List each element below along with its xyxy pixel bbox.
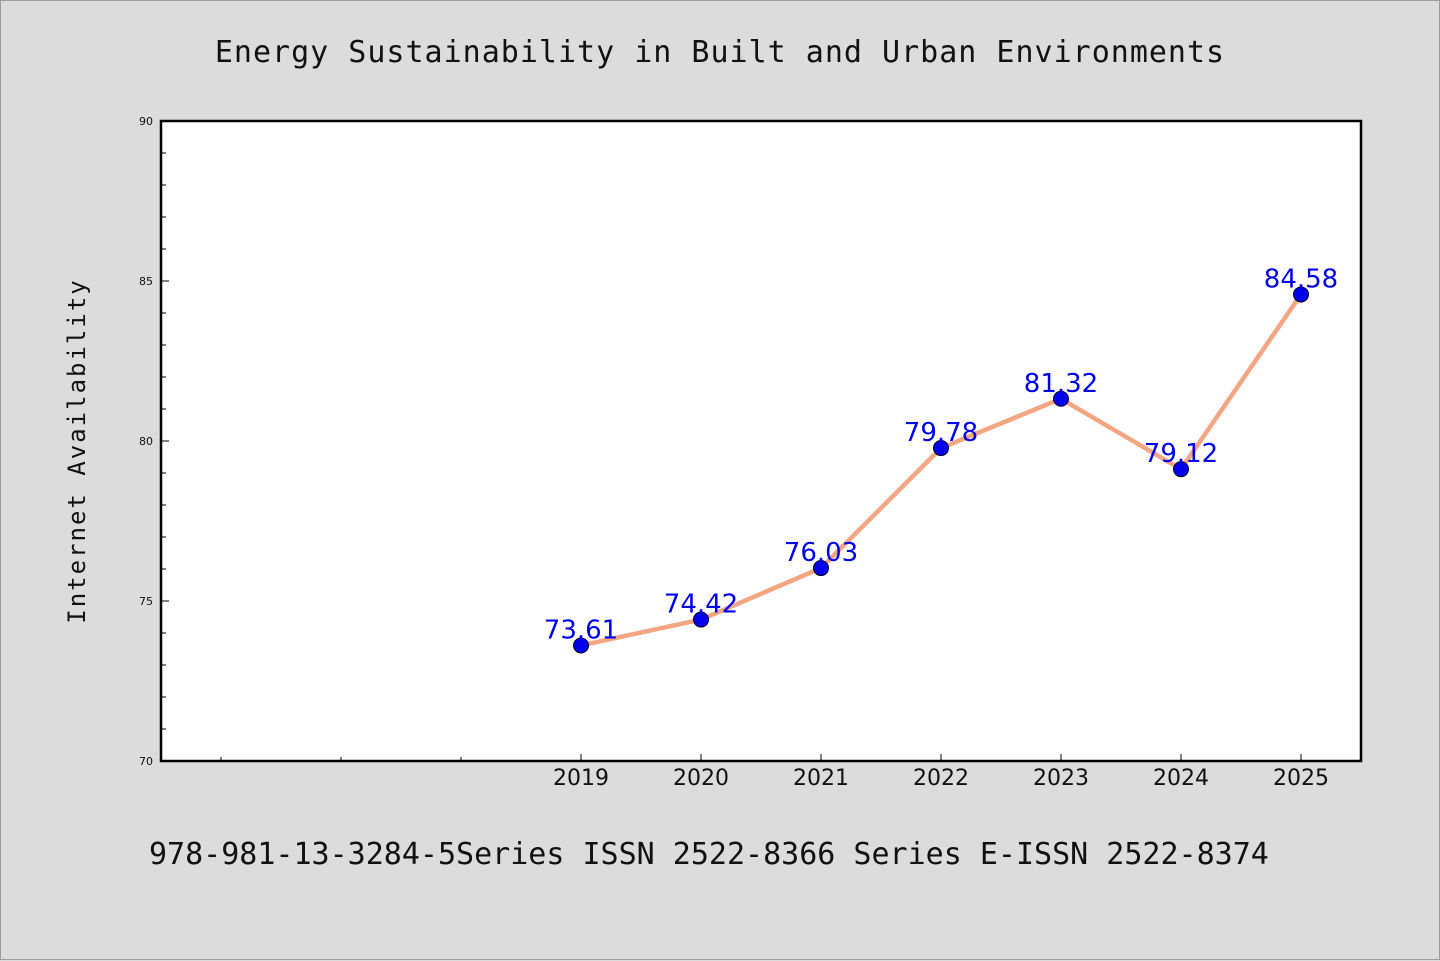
- x-tick-label: 2025: [1273, 766, 1329, 791]
- y-tick-label: 75: [139, 595, 153, 608]
- footer-isbn-text: 978-981-13-3284-5Series ISSN 2522-8366 S…: [149, 837, 1269, 872]
- data-point: [813, 560, 829, 577]
- x-tick-label: 2022: [913, 766, 969, 791]
- data-label: 84.58: [1264, 264, 1338, 294]
- data-label: 79.12: [1144, 439, 1218, 469]
- data-label: 76.03: [784, 538, 858, 568]
- x-tick-label: 2023: [1033, 766, 1089, 791]
- x-tick-label: 2019: [553, 766, 609, 791]
- y-tick-label: 85: [139, 275, 153, 288]
- data-point: [933, 440, 949, 457]
- data-point: [1053, 390, 1069, 407]
- y-tick-label: 70: [139, 755, 153, 768]
- data-point: [1293, 286, 1309, 303]
- data-label: 74.42: [664, 590, 738, 620]
- data-point: [693, 611, 709, 628]
- chart-title: Energy Sustainability in Built and Urban…: [214, 35, 1226, 70]
- y-tick-label: 90: [139, 115, 153, 128]
- y-tick-label: 80: [139, 435, 153, 448]
- x-tick-label: 2024: [1153, 766, 1209, 791]
- data-point: [1173, 461, 1189, 478]
- data-label: 79.78: [904, 418, 978, 448]
- x-tick-label: 2020: [673, 766, 729, 791]
- x-tick-label: 2021: [793, 766, 849, 791]
- data-label: 73.61: [544, 615, 618, 645]
- plot-area: [159, 119, 1363, 763]
- data-point: [573, 637, 589, 654]
- data-label: 81.32: [1024, 369, 1098, 399]
